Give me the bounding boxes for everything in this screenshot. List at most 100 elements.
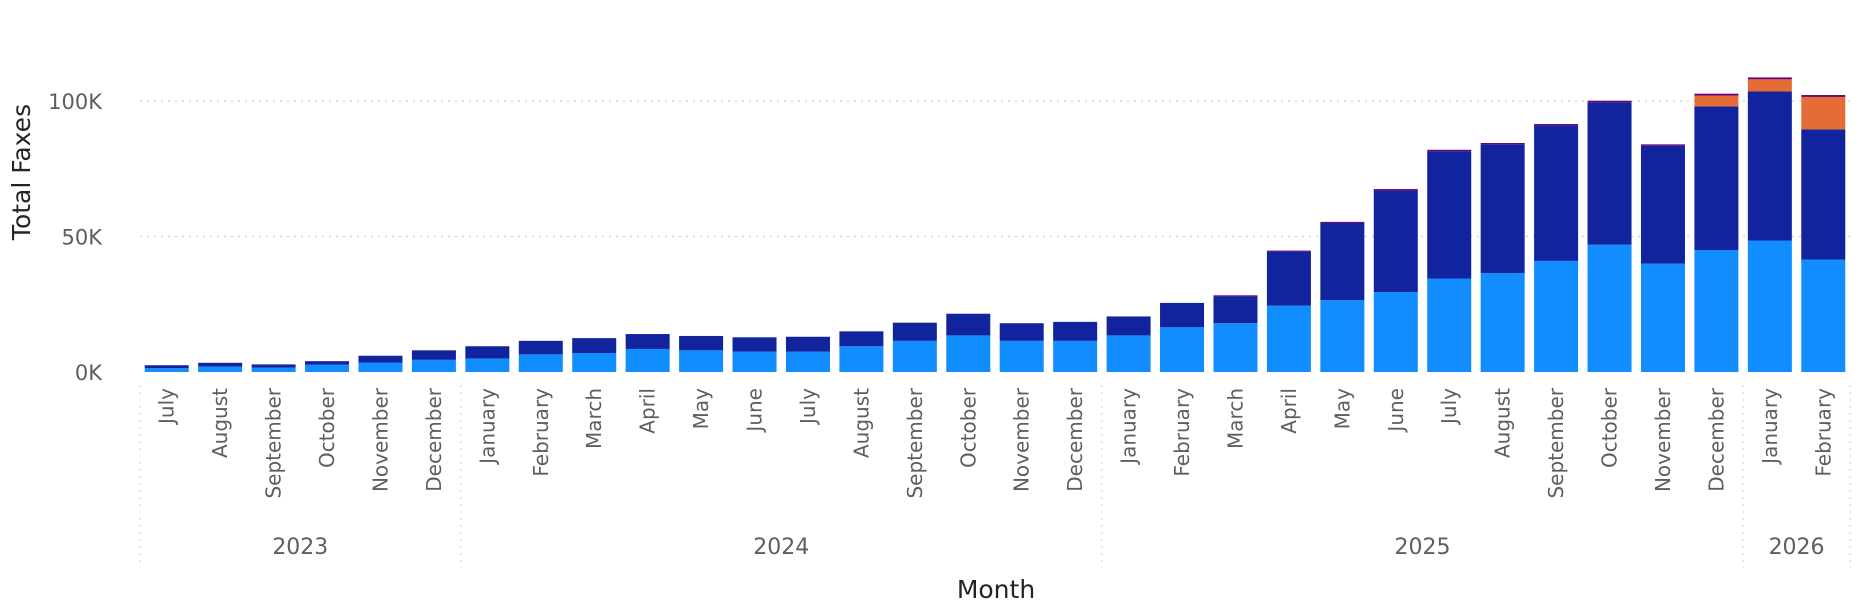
bar-segment [1587, 102, 1632, 245]
bar-segment [144, 365, 189, 369]
year-label: 2023 [272, 535, 328, 560]
y-tick-label: 50K [62, 226, 104, 250]
x-tick-label: July [155, 388, 179, 426]
bar-segment [1694, 106, 1739, 251]
x-tick-label: January [475, 388, 499, 466]
x-tick-label: January [1117, 388, 1141, 466]
x-tick-label: November [368, 387, 392, 492]
bar-segment [1266, 251, 1311, 306]
bar-segment [1694, 93, 1739, 96]
x-tick-label: March [1223, 388, 1247, 449]
x-tick-label: December [422, 387, 446, 491]
x-tick-label: June [1384, 388, 1408, 434]
bar-segment [1587, 100, 1632, 103]
bar-segment [465, 346, 510, 359]
bar-segment [1320, 222, 1365, 301]
gridlines [140, 100, 1850, 238]
bar-segment [1640, 263, 1685, 372]
bar-segment [839, 331, 884, 347]
bar-segment [679, 350, 724, 372]
bar-segment [1213, 295, 1258, 297]
x-tick-label: February [1170, 388, 1194, 477]
bar-segment [1801, 95, 1846, 97]
bar-segment [1801, 259, 1846, 372]
x-tick-label: November [1651, 387, 1675, 492]
bar-segment [999, 340, 1044, 372]
bar-segment [198, 362, 243, 367]
bar-segment [1534, 124, 1579, 126]
bar-segment [1053, 321, 1098, 341]
bar-segment [625, 334, 670, 349]
bar-segment [358, 355, 403, 363]
bar-segment [785, 336, 830, 352]
bar-segment [946, 313, 991, 336]
x-axis-month-labels: July August September October November Decemb… [155, 387, 1836, 498]
bar-segment [251, 364, 296, 368]
x-tick-label: April [1277, 388, 1301, 434]
x-tick-label: October [956, 387, 980, 468]
bar-segment [1747, 77, 1792, 80]
bar-segment [1266, 305, 1311, 372]
x-tick-label: June [743, 388, 767, 434]
bar-segment [411, 350, 456, 360]
bar-segment [144, 368, 189, 372]
x-tick-label: October [1598, 387, 1622, 468]
bar-segment [946, 335, 991, 372]
bar-segment [1053, 340, 1098, 372]
bar-segment [1213, 323, 1258, 372]
x-tick-label: September [903, 387, 927, 498]
bar-segment [1320, 300, 1365, 372]
bar-segment [1480, 273, 1525, 372]
y-tick-label: 0K [75, 361, 103, 385]
y-axis-ticks: 0K 50K 100K [48, 90, 103, 385]
x-tick-label: September [262, 387, 286, 498]
x-tick-label: January [1758, 388, 1782, 466]
bar-segment [305, 364, 350, 372]
bar-segment [1266, 250, 1311, 252]
bar-segment [1373, 292, 1418, 372]
bar-segment [1747, 91, 1792, 241]
bar-segment [1480, 143, 1525, 145]
x-tick-label: December [1063, 387, 1087, 491]
bar-segment [1801, 129, 1846, 260]
x-tick-label: August [849, 388, 873, 458]
bar-segment [465, 358, 510, 372]
x-tick-label: August [1491, 388, 1515, 458]
bar-segment [1106, 335, 1151, 372]
y-axis-title: Total Faxes [7, 104, 36, 241]
x-tick-label: July [796, 388, 820, 426]
x-tick-label: February [1811, 388, 1835, 477]
y-tick-label: 100K [48, 90, 103, 114]
bar-segment [1640, 145, 1685, 264]
bar-segment [518, 354, 563, 372]
x-tick-label: August [208, 388, 232, 458]
bar-segment [572, 353, 617, 372]
bar-segment [839, 346, 884, 372]
bar-segment [625, 348, 670, 372]
bar-segment [732, 351, 777, 372]
x-tick-label: May [1330, 388, 1354, 430]
bar-segment [1480, 144, 1525, 274]
bar-segment [1373, 190, 1418, 293]
bar-segment [1106, 316, 1151, 336]
bar-segment [1373, 189, 1418, 191]
bar-segment [198, 366, 243, 372]
bar-segment [892, 322, 937, 341]
year-label: 2026 [1769, 535, 1825, 560]
x-tick-label: March [582, 388, 606, 449]
bar-segment [785, 351, 830, 372]
bar-segment [411, 359, 456, 372]
bar-segment [1160, 302, 1205, 328]
x-axis-year-labels: 2023 2024 2025 2026 [139, 385, 1851, 568]
bar-segment [1534, 125, 1579, 261]
bar-segment [1587, 244, 1632, 372]
bar-segment [679, 335, 724, 351]
bar-segment [1801, 96, 1846, 130]
bar-segment [572, 338, 617, 354]
bar-segment [1320, 221, 1365, 223]
bar-segment [251, 367, 296, 372]
x-tick-label: December [1704, 387, 1728, 491]
bar-segment [518, 340, 563, 355]
bar-segment [1640, 144, 1685, 146]
